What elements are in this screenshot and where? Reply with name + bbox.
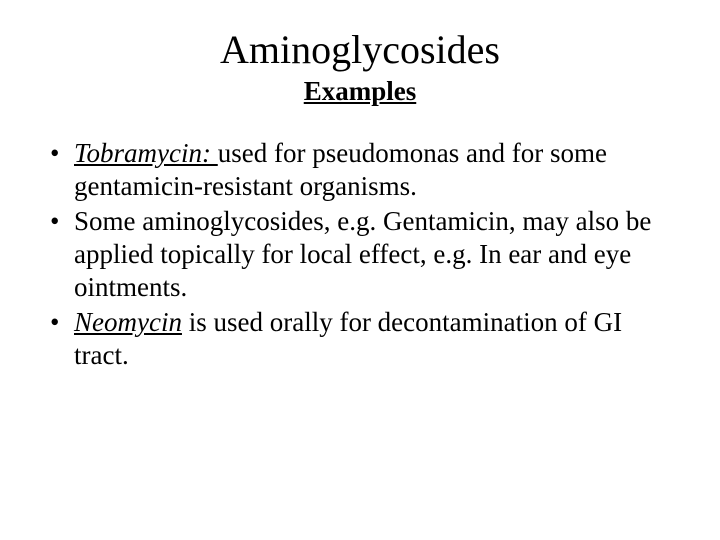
slide-title: Aminoglycosides: [40, 28, 680, 72]
slide: Aminoglycosides Examples Tobramycin: use…: [0, 0, 720, 540]
bullet-text: Some aminoglycosides, e.g. Gentamicin, m…: [74, 206, 651, 302]
slide-subtitle: Examples: [40, 76, 680, 107]
list-item: Tobramycin: used for pseudomonas and for…: [46, 137, 680, 203]
list-item: Neomycin is used orally for decontaminat…: [46, 306, 680, 372]
bullet-lead: Tobramycin:: [74, 138, 218, 168]
bullet-lead: Neomycin: [74, 307, 182, 337]
bullet-list: Tobramycin: used for pseudomonas and for…: [40, 137, 680, 372]
list-item: Some aminoglycosides, e.g. Gentamicin, m…: [46, 205, 680, 304]
